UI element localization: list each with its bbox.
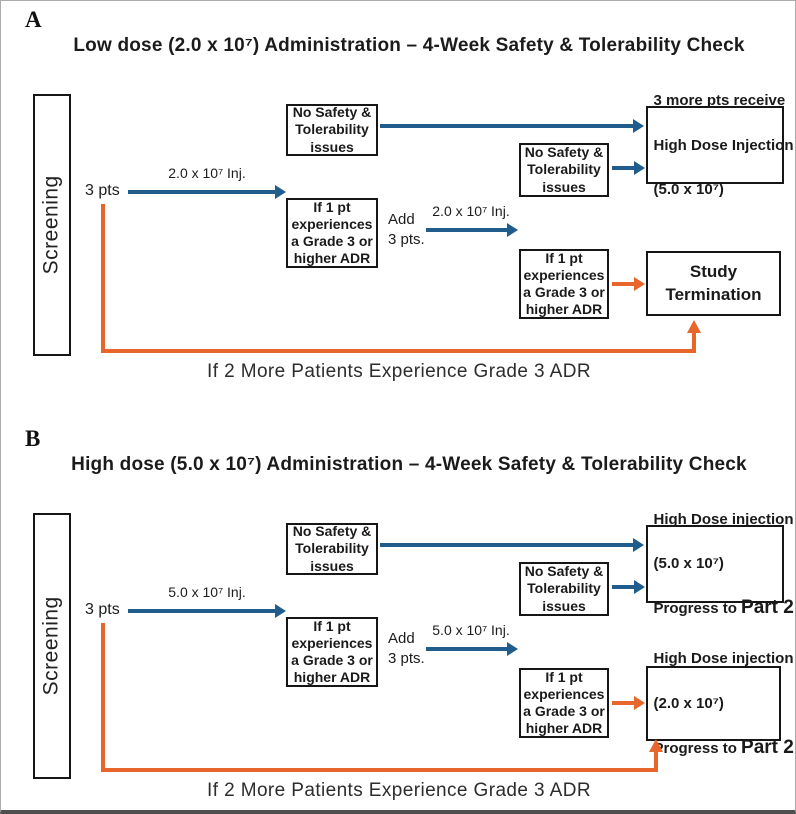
progress-to-text: Progress to — [653, 739, 742, 757]
adr-outcome-arrow — [612, 696, 645, 710]
outcome-line: (5.0 x 10⁷) — [653, 555, 724, 572]
no-issue-short-arrow — [612, 161, 645, 175]
injection-dose-label-2: 2.0 x 10⁷ Inj. — [432, 203, 510, 219]
screening-label: Screening — [40, 175, 64, 275]
adr-outcome-arrow — [612, 277, 645, 291]
outcome-line: Progress to Part 2 — [653, 734, 794, 762]
arrow-right-icon — [633, 119, 644, 133]
no-issue-long-arrow — [380, 119, 644, 133]
arrow-up-icon — [649, 739, 663, 752]
arrow-shaft — [612, 585, 636, 589]
outcome-top-text: 3 more pts receive High Dose Injection (… — [643, 70, 794, 219]
three-pts-label: 3 pts — [85, 601, 120, 618]
arrow-right-icon — [507, 642, 518, 656]
no-safety-box-1: No Safety & Tolerability issues — [286, 523, 378, 575]
outcome-line: High Dose injection — [653, 510, 794, 528]
arrow-shaft — [128, 609, 277, 613]
arrow-shaft — [380, 543, 635, 547]
arrow-right-icon — [275, 604, 286, 618]
panel-a: A Low dose (2.0 x 10⁷) Administration – … — [1, 1, 795, 420]
orange-path-vertical-right — [692, 332, 696, 353]
injection-arrow-1 — [128, 604, 286, 618]
study-termination-box: Study Termination — [646, 251, 781, 316]
injection-dose-label-1: 5.0 x 10⁷ Inj. — [168, 584, 246, 600]
outcome-top-box: High Dose injection (5.0 x 10⁷) Progress… — [646, 511, 794, 618]
arrow-right-icon — [633, 538, 644, 552]
arrow-shaft — [612, 166, 636, 170]
study-termination-text: Study Termination — [665, 262, 762, 304]
panel-b-caption: If 2 More Patients Experience Grade 3 AD… — [207, 780, 591, 801]
arrow-shaft — [426, 228, 509, 232]
part2-text: Part 2 — [741, 597, 794, 619]
outcome-line: 3 more pts receive — [653, 92, 786, 110]
outcome-line: (5.0 x 10⁷) — [653, 180, 724, 198]
orange-path-vertical-left — [101, 623, 105, 772]
arrow-right-icon — [634, 580, 645, 594]
arrow-shaft — [380, 124, 635, 128]
no-safety-box-1: No Safety & Tolerability issues — [286, 104, 378, 156]
screening-label: Screening — [40, 596, 64, 696]
orange-path-vertical-right — [654, 751, 658, 772]
injection-arrow-2 — [426, 223, 518, 237]
panel-a-label: A — [25, 7, 42, 32]
panel-b: B High dose (5.0 x 10⁷) Administration –… — [1, 420, 795, 810]
adr-box-1: If 1 pt experiences a Grade 3 or higher … — [286, 617, 378, 687]
screening-box: Screening — [33, 513, 71, 779]
no-issue-short-arrow — [612, 580, 645, 594]
no-issue-long-arrow — [380, 538, 644, 552]
arrow-shaft — [612, 701, 636, 705]
arrow-right-icon — [507, 223, 518, 237]
adr-box-1: If 1 pt experiences a Grade 3 or higher … — [286, 198, 378, 268]
injection-dose-label-1: 2.0 x 10⁷ Inj. — [168, 165, 246, 181]
arrow-right-icon — [634, 277, 645, 291]
injection-arrow-2 — [426, 642, 518, 656]
panel-b-label: B — [25, 426, 41, 451]
add-pts-label: Add 3 pts. — [388, 211, 425, 249]
three-pts-label: 3 pts — [85, 182, 120, 199]
outcome-line: Progress to Part 2 — [653, 594, 794, 622]
arrow-shaft — [128, 190, 277, 194]
screening-box: Screening — [33, 94, 71, 356]
injection-arrow-1 — [128, 185, 286, 199]
orange-path-horizontal — [101, 768, 658, 772]
outcome-line: (2.0 x 10⁷) — [653, 694, 724, 712]
orange-path-vertical-left — [101, 204, 105, 353]
arrow-shaft — [426, 647, 509, 651]
adr-box-2: If 1 pt experiences a Grade 3 or higher … — [519, 249, 609, 319]
outcome-top-text: High Dose injection (5.0 x 10⁷) Progress… — [643, 489, 794, 639]
outcome-line: High Dose Injection — [653, 136, 794, 154]
arrow-shaft — [612, 282, 636, 286]
no-safety-box-2: No Safety & Tolerability issues — [519, 143, 609, 197]
panel-a-title: Low dose (2.0 x 10⁷) Administration – 4-… — [73, 35, 745, 56]
outcome-top-box: 3 more pts receive High Dose Injection (… — [646, 92, 794, 198]
outcome-line: High Dose injection — [653, 650, 794, 668]
arrow-right-icon — [634, 696, 645, 710]
arrow-up-icon — [687, 320, 701, 333]
outcome-bottom-text: High Dose injection (2.0 x 10⁷) Progress… — [643, 628, 794, 778]
orange-path-horizontal — [101, 349, 696, 353]
outcome-bottom-box: High Dose injection (2.0 x 10⁷) Progress… — [646, 650, 794, 758]
panel-b-title: High dose (5.0 x 10⁷) Administration – 4… — [71, 454, 747, 475]
adr-box-2: If 1 pt experiences a Grade 3 or higher … — [519, 668, 609, 738]
arrow-right-icon — [275, 185, 286, 199]
add-pts-label: Add 3 pts. — [388, 630, 425, 668]
no-safety-box-2: No Safety & Tolerability issues — [519, 562, 609, 616]
panel-a-caption: If 2 More Patients Experience Grade 3 AD… — [207, 361, 591, 382]
progress-to-text: Progress to — [653, 600, 742, 618]
injection-dose-label-2: 5.0 x 10⁷ Inj. — [432, 622, 510, 638]
arrow-right-icon — [634, 161, 645, 175]
part2-text: Part 2 — [741, 736, 794, 758]
